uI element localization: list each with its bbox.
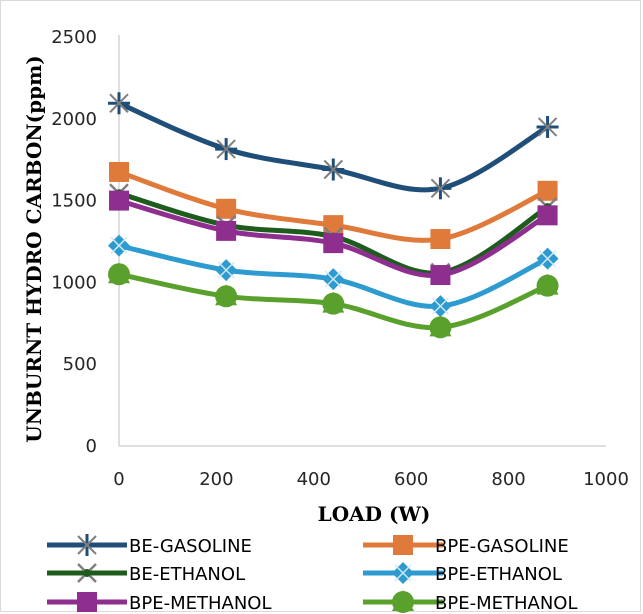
- y-axis-title: UNBURNT HYDRO CARBON(ppm): [22, 55, 46, 442]
- data-point: [216, 198, 237, 219]
- data-point: [322, 268, 345, 291]
- legend-marker: [77, 592, 97, 612]
- data-point: [322, 158, 345, 181]
- y-tick-label: 2500: [51, 27, 97, 48]
- x-tick-label: 800: [491, 469, 525, 490]
- legend-label: BE-ETHANOL: [129, 564, 245, 585]
- y-tick-label: 500: [63, 354, 97, 375]
- y-tick-label: 0: [86, 436, 97, 457]
- data-point: [430, 229, 451, 250]
- data-point: [215, 284, 238, 308]
- data-point: [108, 92, 130, 115]
- data-point: [109, 161, 129, 182]
- data-point: [429, 315, 452, 339]
- data-point: [108, 262, 130, 286]
- legend-label: BPE-METHANOL: [435, 593, 577, 613]
- x-tick-label: 600: [394, 469, 428, 490]
- data-point: [430, 265, 451, 286]
- data-point: [215, 138, 238, 161]
- legend-marker: [393, 535, 413, 555]
- legend: BE-GASOLINE BPE-GASOLINE BE-ETHANOL BPE-ETH…: [47, 534, 577, 613]
- data-point: [536, 115, 559, 138]
- y-tick-label: 1000: [51, 272, 97, 293]
- x-tick-label: 200: [199, 469, 233, 490]
- legend-label: BPE-GASOLINE: [435, 536, 569, 557]
- data-point: [109, 190, 129, 211]
- data-point: [323, 233, 344, 254]
- data-point: [323, 215, 344, 236]
- x-tick-label: 0: [113, 469, 124, 490]
- data-point: [429, 177, 452, 200]
- legend-label: BPE-ETHANOL: [435, 564, 562, 585]
- data-point: [322, 291, 345, 315]
- y-tick-label: 1500: [51, 191, 97, 212]
- data-point: [536, 247, 559, 270]
- x-axis-title: LOAD (W): [318, 502, 431, 526]
- legend-marker: [76, 534, 98, 556]
- legend-label: BPE-METHANOL: [129, 593, 271, 613]
- legend-marker: [77, 563, 97, 583]
- x-tick-label: 1000: [583, 469, 629, 490]
- data-point: [215, 259, 238, 282]
- legend-marker: [392, 562, 414, 584]
- data-point: [536, 273, 559, 297]
- legend-label: BE-GASOLINE: [129, 536, 252, 557]
- x-tick-label: 400: [297, 469, 331, 490]
- data-point: [429, 295, 452, 318]
- data-point: [537, 180, 558, 201]
- legend-marker: [392, 590, 414, 613]
- y-tick-label: 2000: [51, 109, 97, 130]
- data-point: [537, 205, 558, 226]
- data-point: [216, 220, 237, 241]
- data-point: [108, 234, 130, 257]
